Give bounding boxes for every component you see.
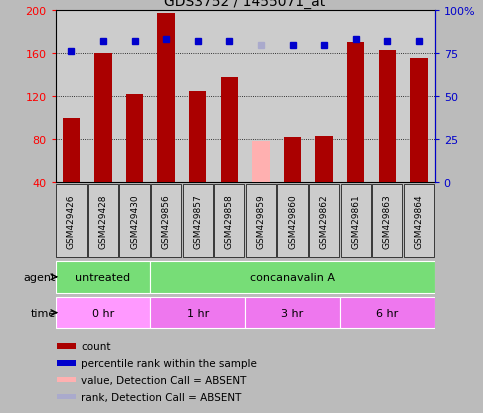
Text: concanavalin A: concanavalin A <box>250 272 335 282</box>
Bar <box>284 138 301 183</box>
Bar <box>347 43 364 183</box>
Text: 3 hr: 3 hr <box>282 308 304 318</box>
Text: 1 hr: 1 hr <box>186 308 209 318</box>
Bar <box>315 136 333 183</box>
FancyBboxPatch shape <box>246 184 276 257</box>
Title: GDS3752 / 1455071_at: GDS3752 / 1455071_at <box>165 0 326 9</box>
Text: count: count <box>81 341 111 351</box>
Text: rank, Detection Call = ABSENT: rank, Detection Call = ABSENT <box>81 392 242 401</box>
Text: GSM429861: GSM429861 <box>351 193 360 248</box>
Text: GSM429862: GSM429862 <box>320 194 328 248</box>
Bar <box>57 361 76 366</box>
FancyBboxPatch shape <box>309 184 339 257</box>
Bar <box>57 394 76 399</box>
Bar <box>379 51 396 183</box>
FancyBboxPatch shape <box>341 184 371 257</box>
Text: GSM429857: GSM429857 <box>193 193 202 248</box>
Text: GSM429858: GSM429858 <box>225 193 234 248</box>
Text: 0 hr: 0 hr <box>92 308 114 318</box>
Bar <box>252 142 270 183</box>
Text: untreated: untreated <box>75 272 130 282</box>
FancyBboxPatch shape <box>372 184 402 257</box>
Bar <box>126 95 143 183</box>
FancyBboxPatch shape <box>56 184 86 257</box>
Text: GSM429859: GSM429859 <box>256 193 266 248</box>
FancyBboxPatch shape <box>150 261 435 293</box>
Text: 6 hr: 6 hr <box>376 308 398 318</box>
Bar <box>410 59 427 183</box>
Bar <box>157 14 175 183</box>
FancyBboxPatch shape <box>119 184 150 257</box>
Text: GSM429863: GSM429863 <box>383 193 392 248</box>
Bar <box>57 344 76 349</box>
FancyBboxPatch shape <box>404 184 434 257</box>
FancyBboxPatch shape <box>150 297 245 329</box>
FancyBboxPatch shape <box>56 297 150 329</box>
FancyBboxPatch shape <box>340 297 435 329</box>
Text: GSM429864: GSM429864 <box>414 194 424 248</box>
Bar <box>189 92 206 183</box>
Text: GSM429426: GSM429426 <box>67 194 76 248</box>
Text: value, Detection Call = ABSENT: value, Detection Call = ABSENT <box>81 375 246 385</box>
Text: GSM429430: GSM429430 <box>130 194 139 248</box>
FancyBboxPatch shape <box>245 297 340 329</box>
Text: GSM429860: GSM429860 <box>288 193 297 248</box>
FancyBboxPatch shape <box>277 184 308 257</box>
Bar <box>57 377 76 382</box>
Bar <box>221 78 238 183</box>
FancyBboxPatch shape <box>151 184 181 257</box>
Text: time: time <box>30 308 56 318</box>
Text: agent: agent <box>23 272 56 282</box>
Text: percentile rank within the sample: percentile rank within the sample <box>81 358 257 368</box>
Text: GSM429856: GSM429856 <box>162 193 170 248</box>
Text: GSM429428: GSM429428 <box>99 194 107 248</box>
FancyBboxPatch shape <box>183 184 213 257</box>
FancyBboxPatch shape <box>56 261 150 293</box>
FancyBboxPatch shape <box>88 184 118 257</box>
FancyBboxPatch shape <box>214 184 244 257</box>
Bar <box>94 54 112 183</box>
Bar <box>63 118 80 183</box>
